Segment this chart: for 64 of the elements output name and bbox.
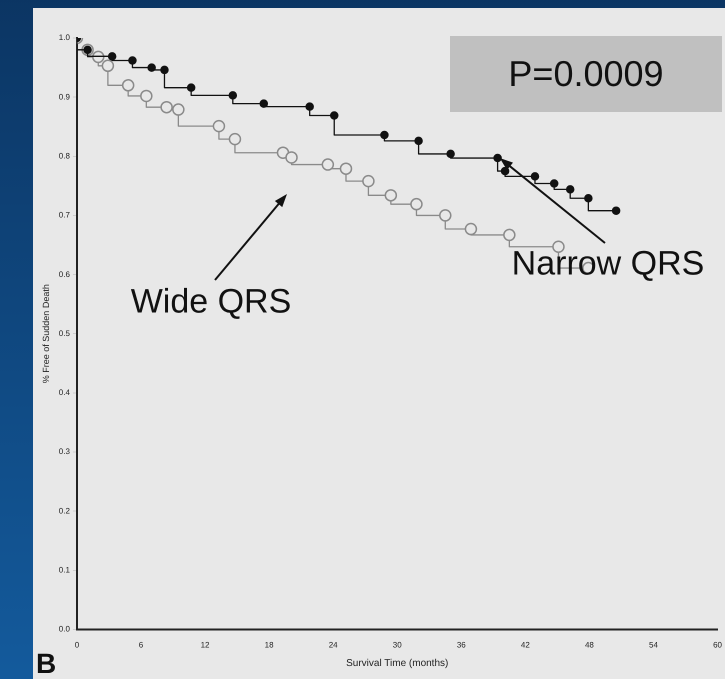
point — [276, 146, 290, 159]
y-tick-label: 0.1 — [58, 565, 70, 574]
x-tick-label: 12 — [200, 640, 210, 650]
point — [612, 206, 620, 215]
y-tick-label: 0.2 — [58, 506, 70, 516]
point — [584, 194, 593, 203]
point — [160, 66, 169, 74]
x-tick-label: 0 — [74, 640, 80, 650]
point — [503, 228, 516, 242]
point — [102, 60, 114, 72]
point — [384, 189, 398, 202]
y-tick-label: 1.0 — [58, 33, 70, 42]
point — [160, 100, 173, 114]
point — [566, 185, 574, 194]
point — [122, 79, 134, 92]
text: B — [36, 648, 56, 679]
point — [340, 162, 352, 175]
point — [285, 151, 298, 164]
x-tick-label: 48 — [584, 640, 594, 650]
x-tick-label: 54 — [649, 640, 658, 650]
y-tick-label: 0.5 — [58, 328, 70, 338]
y-tick-label: 0.3 — [58, 447, 70, 456]
point — [530, 172, 540, 181]
point — [228, 132, 242, 146]
annotation: Wide QRS — [130, 282, 292, 320]
point — [362, 174, 375, 188]
annotation: Narrow QRS — [512, 244, 704, 282]
y-axis-title: % Free of Sudden Death — [40, 284, 51, 384]
x-tick-label: 6 — [138, 640, 144, 650]
point — [186, 83, 196, 92]
point — [500, 166, 510, 176]
point — [140, 90, 153, 102]
point — [172, 103, 185, 116]
y-tick-label: 0.9 — [58, 92, 70, 102]
x-axis-title: Survival Time (months) — [346, 658, 448, 669]
point — [380, 130, 389, 140]
x-tick-label: 18 — [264, 640, 274, 650]
point — [414, 136, 423, 146]
point — [410, 198, 423, 210]
x-tick-label: 30 — [392, 640, 402, 650]
point — [493, 154, 502, 162]
y-tick-label: 0.6 — [58, 270, 70, 279]
x-tick-label: 60 — [713, 640, 723, 650]
point — [439, 209, 452, 222]
x-tick-label: 42 — [520, 640, 530, 650]
y-tick-label: 0.4 — [58, 388, 70, 398]
point — [128, 56, 137, 65]
point — [464, 222, 478, 236]
point — [228, 91, 238, 100]
point — [322, 158, 334, 171]
point — [260, 99, 268, 108]
point — [446, 150, 455, 158]
point — [147, 63, 156, 72]
point — [212, 120, 226, 132]
point — [108, 52, 116, 61]
caption-box: P=0.0009 — [450, 36, 722, 112]
point — [330, 111, 338, 120]
y-tick-label: 0.0 — [58, 624, 70, 634]
x-tick-label: 24 — [328, 640, 338, 650]
y-tick-label: 0.7 — [58, 210, 70, 220]
x-tick-label: 36 — [456, 640, 466, 650]
point — [550, 179, 558, 188]
y-tick-label: 0.8 — [58, 151, 70, 160]
point — [305, 102, 314, 111]
